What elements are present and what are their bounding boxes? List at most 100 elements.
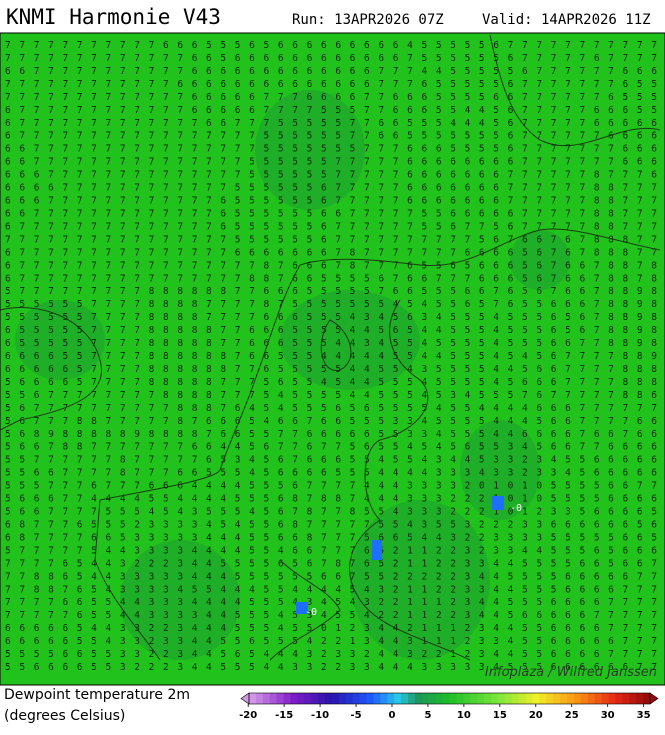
grid-row: 6 5 5 5 5 5 7 7 7 7 8 8 8 8 8 7 7 6 6 6 …: [5, 338, 657, 349]
valid-time: Valid: 14APR2026 11Z: [482, 12, 651, 28]
colorbar-cell: [511, 693, 520, 704]
colorbar-cell: [622, 693, 630, 704]
colorbar-tick-label: 5: [424, 710, 431, 721]
grid-row: 7 7 7 7 7 7 7 7 7 7 7 7 7 7 7 7 5 5 5 5 …: [5, 234, 657, 245]
annotation: -0: [510, 503, 522, 514]
grid-row: 6 6 6 6 6 5 4 4 3 3 2 2 3 4 4 4 5 5 5 4 …: [5, 623, 657, 634]
colorbar-cell: [401, 693, 409, 704]
colorbar-cell: [318, 693, 326, 704]
colorbar-arrow: [649, 692, 659, 705]
colorbar-cell: [283, 693, 292, 704]
colorbar-cell: [414, 693, 423, 704]
colorbar-cell: [608, 693, 617, 704]
colorbar-cell: [387, 693, 395, 704]
colorbar-cell: [587, 693, 596, 704]
colorbar-cell: [539, 693, 547, 704]
grid-row: 6 6 6 6 6 5 7 7 7 7 8 8 8 8 8 8 7 7 6 5 …: [5, 364, 657, 375]
colorbar-cell: [615, 693, 623, 704]
legend-units: (degrees Celsius): [4, 708, 125, 724]
colorbar-cell: [518, 693, 527, 704]
colorbar-cell: [255, 693, 264, 704]
colorbar-cell: [567, 693, 575, 704]
colorbar-tick-label: 35: [637, 710, 651, 721]
legend-label: Dewpoint temperature 2m: [4, 687, 190, 703]
colorbar-cell: [490, 693, 499, 704]
grid-row: 5 6 7 7 7 8 8 7 7 7 7 7 8 7 6 6 6 5 4 6 …: [5, 416, 657, 427]
colorbar-cell: [484, 693, 492, 704]
colorbar-cell: [504, 693, 513, 704]
colorbar-tick-label: 20: [529, 710, 543, 721]
colorbar-cell: [297, 693, 305, 704]
grid-row: 5 6 6 7 8 8 7 7 7 7 7 7 7 6 6 4 4 5 6 7 …: [5, 442, 657, 453]
colorbar-cell: [338, 693, 347, 704]
colorbar-cell: [470, 693, 478, 704]
colorbar-tick-label: 30: [601, 710, 615, 721]
colorbar-cell: [290, 693, 298, 704]
map-frame: [0, 32, 665, 686]
grid-row: 6 6 7 7 7 7 7 7 7 7 7 7 7 6 6 6 6 6 6 6 …: [5, 66, 657, 77]
grid-row: 6 6 7 7 7 7 7 7 7 7 7 7 7 7 7 7 7 5 5 5 …: [5, 157, 657, 168]
grid-row: 5 5 5 7 7 7 6 7 7 7 6 6 6 4 4 4 4 5 5 5 …: [5, 481, 657, 492]
grid-row: 7 7 8 8 7 6 5 4 3 3 3 3 4 5 5 4 4 4 5 5 …: [5, 584, 657, 595]
grid-row: 6 7 7 7 7 7 7 7 7 7 7 7 7 7 7 7 7 8 8 7 …: [5, 273, 657, 284]
grid-row: 6 6 6 6 5 5 7 7 7 7 8 8 8 8 8 8 7 6 6 5 …: [5, 351, 657, 362]
colorbar-cell: [525, 693, 534, 704]
value-grid: 7 7 7 7 7 7 7 7 7 7 7 6 6 6 5 5 5 6 5 6 …: [5, 40, 657, 673]
grid-row: 5 5 6 7 7 7 7 7 7 7 7 8 8 8 8 7 7 7 5 4 …: [5, 390, 657, 401]
grid-row: 7 7 7 7 6 6 5 5 4 4 3 3 3 4 4 4 4 5 5 5 …: [5, 597, 657, 608]
colorbar-cell: [269, 693, 278, 704]
colorbar-cell: [331, 693, 340, 704]
colorbar-cell: [477, 693, 485, 704]
colorbar-cell: [580, 693, 589, 704]
colorbar-cell: [345, 693, 354, 704]
colorbar-cell: [629, 693, 637, 704]
colorbar-cell: [304, 693, 312, 704]
colorbar-cell: [573, 693, 582, 704]
grid-row: 5 5 5 5 6 6 5 5 3 3 2 2 3 4 4 5 6 5 4 4 …: [5, 649, 657, 660]
colorbar-cell: [643, 693, 651, 704]
colorbar-tick-label: 10: [457, 710, 471, 721]
grid-row: 5 7 7 7 7 7 7 7 7 7 8 8 8 8 8 8 7 7 6 6 …: [5, 286, 657, 297]
grid-row: 5 6 6 7 7 7 7 5 5 5 4 5 4 3 5 5 5 4 5 6 …: [5, 507, 657, 518]
coastlines: [0, 34, 661, 661]
map-background: [0, 33, 665, 685]
grid-row: 7 7 7 7 6 5 4 4 3 2 2 2 3 4 4 5 5 5 5 6 …: [5, 558, 657, 569]
colorbar-cell: [532, 693, 540, 704]
colorbar-tick-label: 25: [565, 710, 579, 721]
grid-row: 5 5 5 5 5 5 7 7 7 7 8 8 8 8 7 7 7 7 6 6 …: [5, 312, 657, 323]
annotation: -0: [305, 607, 317, 618]
colorbar-tick-label: -10: [311, 710, 329, 721]
grid-row: 5 6 8 9 8 8 8 8 8 9 8 8 8 8 7 6 6 5 5 7 …: [5, 429, 657, 440]
colorbar-cell: [442, 693, 451, 704]
colorbar-cell: [373, 693, 381, 704]
grid-row: 6 7 7 7 7 7 7 7 7 7 7 7 7 7 7 7 7 7 8 7 …: [5, 260, 657, 271]
grid-row: 6 7 7 7 7 7 7 7 7 7 7 7 7 7 7 7 7 7 5 5 …: [5, 131, 657, 142]
grid-row: 7 7 7 7 7 7 7 7 7 7 7 7 7 6 6 5 6 6 6 6 …: [5, 53, 657, 64]
colorbar-cell: [560, 693, 568, 704]
colorbar-cell: [594, 693, 603, 704]
grid-row: 6 8 7 7 7 6 5 5 5 2 3 3 3 3 4 5 4 5 5 6 …: [5, 519, 657, 530]
colorbar-cell: [276, 693, 285, 704]
grid-row: 7 7 7 7 7 7 7 7 7 7 7 6 6 6 5 5 5 6 5 6 …: [5, 40, 657, 51]
colorbar-cell: [408, 693, 416, 704]
shading: [15, 90, 570, 660]
negative-markers: -0 -0: [296, 496, 522, 618]
grid-row: 6 6 6 6 6 5 5 4 3 3 2 3 3 4 4 5 5 6 5 5 …: [5, 636, 657, 647]
title: KNMI Harmonie V43: [6, 5, 221, 29]
grid-row: 5 5 5 5 5 5 7 7 7 7 8 8 8 8 7 7 7 7 8 7 …: [5, 299, 657, 310]
colorbar-cell: [497, 693, 506, 704]
colorbar-frame: [248, 692, 651, 705]
grid-row: 5 5 7 7 7 7 7 7 8 7 7 7 7 7 6 5 3 4 5 6 …: [5, 455, 657, 466]
colorbar-cell: [311, 693, 319, 704]
colorbar-cell: [435, 693, 444, 704]
colorbar-cell: [380, 693, 388, 704]
colorbar-cell: [553, 693, 561, 704]
credit: Infoplaza / Wilfred Janssen: [485, 665, 657, 680]
colorbar-cell: [366, 693, 375, 704]
marker-patch: [372, 540, 382, 560]
grid-row: 7 7 7 7 7 7 7 7 7 7 7 7 6 6 6 6 6 6 6 6 …: [5, 79, 657, 90]
grid-row: 5 5 6 6 6 6 5 5 3 2 2 2 3 4 4 5 5 5 4 4 …: [5, 662, 657, 673]
colorbar-cell: [262, 693, 271, 704]
colorbar-cell: [463, 693, 471, 704]
